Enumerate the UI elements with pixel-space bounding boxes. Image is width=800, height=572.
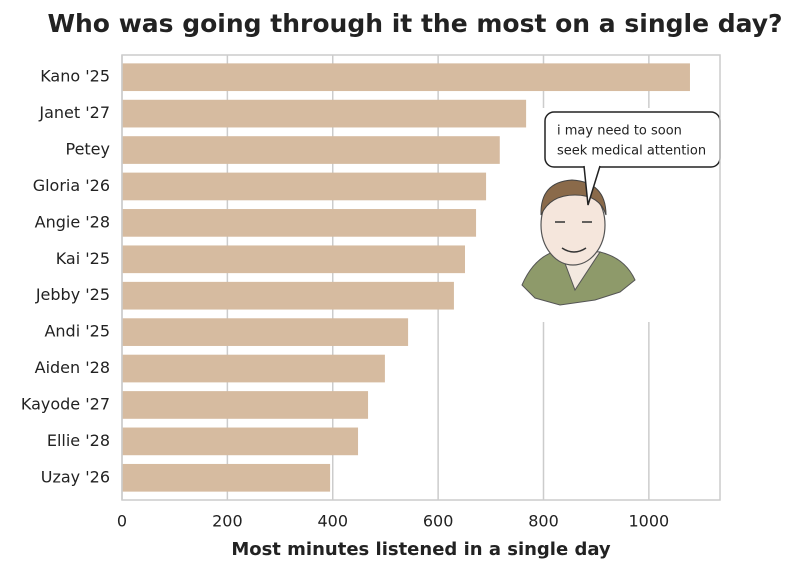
x-tick-label: 400 [317,512,348,531]
speech-tail [583,165,601,206]
y-tick-label: Ellie '28 [47,431,110,450]
x-tick-label: 0 [117,512,127,531]
annotation-line: i may need to soon [557,124,682,139]
y-tick-label: Kayode '27 [21,394,110,413]
y-tick-label: Kai '25 [56,249,110,268]
bar [122,245,465,274]
y-tick-label: Angie '28 [35,212,110,231]
bar [122,63,690,92]
bar [122,209,477,237]
y-tick-label: Uzay '26 [41,467,110,486]
y-tick-label: Petey [65,140,110,159]
x-tick-label: 600 [423,512,454,531]
speech-bubble [544,111,721,168]
y-tick-label: Kano '25 [40,67,110,86]
plot-frame [121,54,721,501]
bar [122,354,385,383]
y-tick-label: Aiden '28 [35,358,110,377]
chart-title: Who was going through it the most on a s… [47,9,782,38]
bar [122,99,527,128]
x-tick-label: 800 [528,512,559,531]
y-tick-label: Jebby '25 [35,285,110,304]
bar [122,281,454,310]
x-tick-label: 200 [212,512,243,531]
bar [122,172,487,201]
bar [122,318,409,346]
y-tick-label: Janet '27 [38,103,110,122]
bar [122,427,359,456]
illustration: i may need to soon seek medical attentio… [505,108,721,322]
annotation-line: seek medical attention [557,144,706,159]
x-tick-label: 1000 [629,512,670,531]
y-tick-label: Gloria '26 [33,176,110,195]
bars [122,63,690,492]
bar [122,136,500,164]
speech-tail-join [585,163,599,167]
bar [122,391,369,419]
features [555,221,592,253]
x-axis-label: Most minutes listened in a single day [231,539,611,560]
bar [122,463,331,492]
y-tick-label: Andi '25 [44,322,110,341]
